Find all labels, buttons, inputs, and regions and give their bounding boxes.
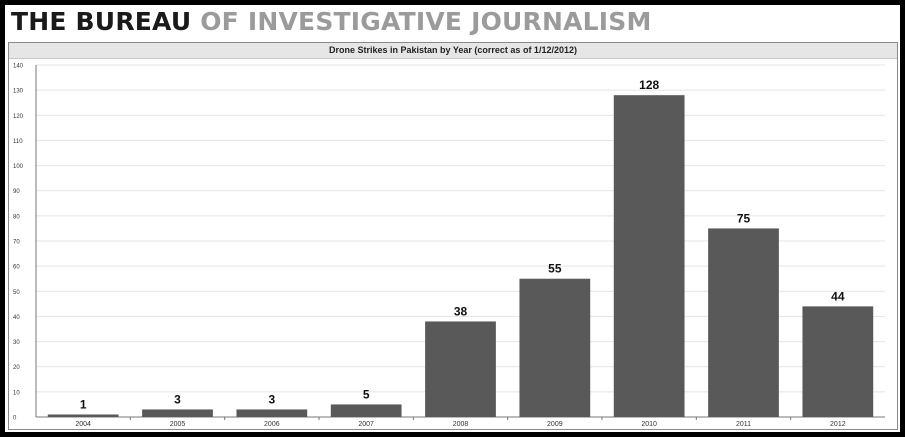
bar — [802, 306, 874, 417]
y-tick-label: 90 — [13, 189, 20, 195]
chart-title: Drone Strikes in Pakistan by Year (corre… — [9, 43, 897, 59]
data-label: 75 — [737, 211, 751, 225]
y-tick-label: 130 — [13, 89, 24, 95]
y-tick-label: 30 — [13, 340, 20, 346]
bar — [708, 228, 779, 417]
y-tick-label: 80 — [13, 214, 20, 220]
data-label: 3 — [174, 392, 181, 406]
data-label: 3 — [268, 392, 275, 406]
data-label: 5 — [363, 387, 370, 401]
brand-name-strong: THE BUREAU — [11, 7, 192, 36]
x-tick-label: 2008 — [453, 421, 469, 428]
data-label: 128 — [639, 78, 659, 92]
x-tick-label: 2004 — [75, 421, 91, 428]
bar — [330, 404, 402, 417]
data-label: 55 — [548, 262, 562, 276]
brand-logo: THE BUREAU OF INVESTIGATIVE JOURNALISM — [11, 7, 652, 36]
chart-container: Drone Strikes in Pakistan by Year (corre… — [8, 42, 898, 430]
data-label: 1 — [80, 397, 87, 411]
x-tick-label: 2006 — [264, 421, 280, 428]
x-tick-label: 2011 — [736, 421, 751, 428]
figure-frame: THE BUREAU OF INVESTIGATIVE JOURNALISM D… — [5, 5, 900, 432]
y-tick-label: 100 — [13, 164, 24, 170]
bar-chart: 0 10 20 30 40 50 60 70 80 90 100 110 120 130 140 1 2004 3… — [13, 64, 885, 428]
x-tick-label: 2007 — [358, 421, 374, 428]
y-tick-label: 50 — [13, 290, 20, 296]
x-tick-label: 2012 — [830, 421, 846, 428]
data-label: 38 — [454, 304, 468, 318]
y-tick-label: 70 — [13, 240, 20, 246]
bar — [47, 414, 119, 417]
bar — [142, 409, 213, 417]
x-tick-label: 2005 — [170, 421, 186, 428]
bar — [425, 321, 496, 417]
brand-name-light: OF INVESTIGATIVE JOURNALISM — [200, 7, 652, 36]
y-tick-label: 0 — [13, 416, 17, 422]
y-tick-label: 120 — [13, 114, 24, 120]
bar — [613, 95, 685, 417]
x-tick-label: 2009 — [547, 421, 563, 428]
bar — [236, 409, 308, 417]
y-tick-label: 10 — [13, 390, 20, 396]
y-tick-label: 40 — [13, 315, 20, 321]
y-tick-label: 110 — [13, 139, 23, 145]
y-tick-label: 140 — [13, 64, 24, 70]
y-tick-label: 20 — [13, 365, 20, 371]
y-tick-label: 60 — [13, 265, 20, 271]
data-label: 44 — [831, 289, 845, 303]
x-tick-label: 2010 — [641, 421, 657, 428]
bar — [519, 278, 591, 417]
